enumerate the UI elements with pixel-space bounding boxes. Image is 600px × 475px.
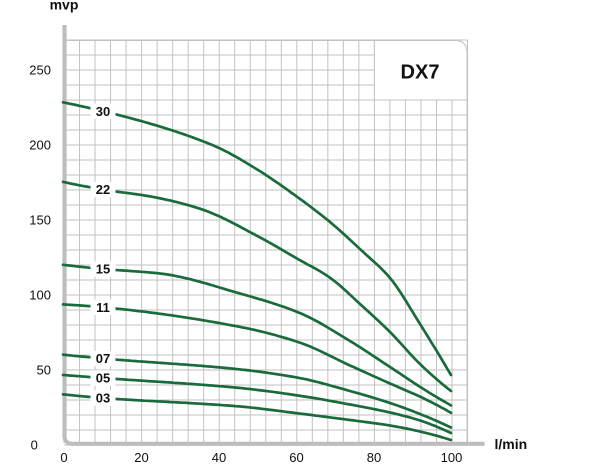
svg-text:0: 0 bbox=[31, 437, 38, 452]
svg-text:07: 07 bbox=[96, 351, 110, 366]
svg-text:20: 20 bbox=[134, 450, 148, 465]
svg-text:100: 100 bbox=[441, 450, 463, 465]
svg-text:30: 30 bbox=[96, 104, 110, 119]
svg-text:60: 60 bbox=[289, 450, 303, 465]
svg-text:DX7: DX7 bbox=[401, 61, 440, 83]
svg-text:40: 40 bbox=[212, 450, 226, 465]
svg-text:250: 250 bbox=[29, 63, 51, 78]
svg-text:mvp: mvp bbox=[50, 0, 79, 13]
svg-text:15: 15 bbox=[96, 262, 110, 277]
svg-text:100: 100 bbox=[29, 288, 51, 303]
svg-text:11: 11 bbox=[96, 300, 110, 315]
svg-text:200: 200 bbox=[29, 138, 51, 153]
svg-text:05: 05 bbox=[96, 371, 110, 386]
svg-text:50: 50 bbox=[37, 363, 51, 378]
svg-text:l/min: l/min bbox=[495, 436, 528, 452]
svg-text:80: 80 bbox=[367, 450, 381, 465]
svg-text:22: 22 bbox=[96, 182, 110, 197]
svg-text:150: 150 bbox=[29, 213, 51, 228]
svg-text:0: 0 bbox=[60, 450, 67, 465]
svg-text:03: 03 bbox=[96, 391, 110, 406]
